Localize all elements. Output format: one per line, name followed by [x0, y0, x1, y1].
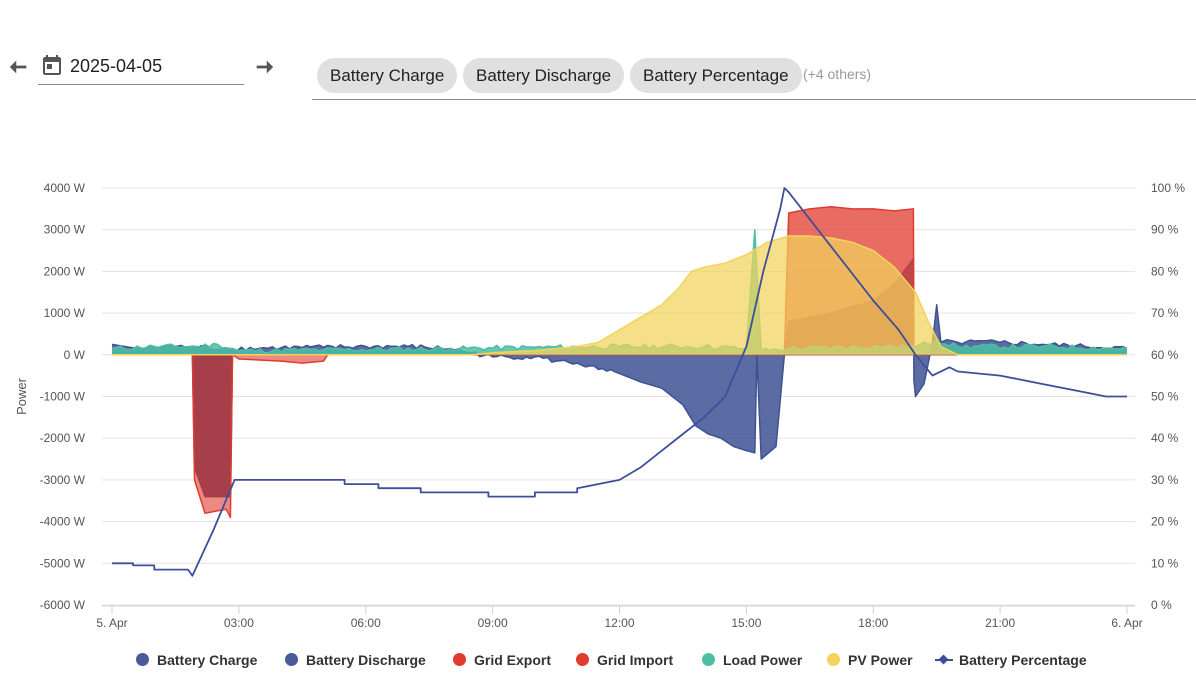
legend-swatch: [702, 653, 715, 666]
legend-label: Grid Import: [597, 652, 674, 668]
x-tick-label: 18:00: [858, 616, 888, 630]
legend-label: Battery Charge: [157, 652, 258, 668]
y-right-tick-label: 70 %: [1151, 306, 1179, 320]
battery-charge-line: [112, 354, 1127, 498]
y-left-tick-label: -2000 W: [40, 431, 86, 445]
series-selector[interactable]: Battery Charge Battery Discharge Battery…: [312, 56, 1196, 100]
x-tick-label: 09:00: [478, 616, 508, 630]
legend-grid-import[interactable]: Grid Import: [576, 652, 673, 672]
pv-power-area: [112, 236, 1127, 355]
calendar-icon: [43, 55, 61, 75]
x-tick-label: 12:00: [604, 616, 634, 630]
y-left-tick-label: -5000 W: [40, 556, 86, 570]
legend-pv-power[interactable]: PV Power: [827, 652, 913, 672]
y-left-tick-label: 4000 W: [44, 181, 86, 195]
y-right-tick-label: 10 %: [1151, 556, 1179, 570]
chip-battery-percentage[interactable]: Battery Percentage: [630, 58, 802, 93]
legend-label: Load Power: [723, 652, 803, 668]
legend-label: Grid Export: [474, 652, 552, 668]
legend-swatch: [827, 653, 840, 666]
y-right-tick-label: 60 %: [1151, 348, 1179, 362]
battery-discharge-line: [111, 258, 1128, 460]
power-chart: -6000 W -5000 W -4000 W -3000 W -2000 W -1000…: [14, 181, 1185, 630]
battery-charge-area: [112, 354, 1127, 497]
grid-import-line: [783, 206, 1127, 356]
chip-battery-charge[interactable]: Battery Charge: [317, 58, 458, 93]
legend-swatch: [576, 653, 589, 666]
legend-label: Battery Percentage: [959, 652, 1087, 668]
y-right-tick-label: 0 %: [1151, 598, 1172, 612]
legend-battery-percentage[interactable]: Battery Percentage: [935, 652, 1087, 672]
y-right-tick-label: 20 %: [1151, 515, 1179, 529]
x-tick-label: 03:00: [224, 616, 254, 630]
y-left-tick-label: 0 W: [64, 348, 86, 362]
legend-battery-charge[interactable]: Battery Charge: [136, 652, 257, 672]
y-left-tick-label: -6000 W: [40, 598, 86, 612]
date-field[interactable]: 2025-04-05: [38, 50, 244, 85]
x-tick-label: 21:00: [985, 616, 1015, 630]
y-left-tick-label: 3000 W: [44, 223, 86, 237]
prev-day-arrow-icon[interactable]: [8, 56, 30, 78]
legend: Battery Charge Battery Discharge Grid Ex…: [0, 648, 1196, 676]
y-left-axis-title: Power: [14, 377, 29, 415]
legend-load-power[interactable]: Load Power: [702, 652, 802, 672]
next-day-arrow-icon[interactable]: [253, 56, 275, 78]
battery-percentage-line: [112, 187, 1127, 577]
y-left-tick-label: 2000 W: [44, 264, 86, 278]
y-right-tick-label: 90 %: [1151, 223, 1179, 237]
x-tick-label: 6. Apr: [1111, 616, 1142, 630]
y-right-tick-label: 30 %: [1151, 473, 1179, 487]
y-right-tick-label: 100 %: [1151, 181, 1185, 195]
legend-grid-export[interactable]: Grid Export: [453, 652, 551, 672]
legend-label: Battery Discharge: [306, 652, 426, 668]
y-right-tick-label: 50 %: [1151, 390, 1179, 404]
legend-swatch: [136, 653, 149, 666]
y-left-tick-label: -4000 W: [40, 515, 86, 529]
y-left-tick-label: -1000 W: [40, 390, 86, 404]
chip-battery-discharge[interactable]: Battery Discharge: [463, 58, 625, 93]
y-left-tick-label: -3000 W: [40, 473, 86, 487]
date-value: 2025-04-05: [70, 56, 163, 76]
legend-label: PV Power: [848, 652, 913, 668]
x-tick-label: 06:00: [351, 616, 381, 630]
legend-swatch: [285, 653, 298, 666]
y-right-tick-label: 80 %: [1151, 264, 1179, 278]
toolbar: 2025-04-05 Battery Charge Battery Discha…: [0, 0, 1196, 110]
legend-swatch: [453, 653, 466, 666]
legend-battery-discharge[interactable]: Battery Discharge: [285, 652, 426, 672]
grid-export-line: [191, 354, 1127, 519]
y-left-tick-label: 1000 W: [44, 306, 86, 320]
x-tick-label: 15:00: [731, 616, 761, 630]
more-series-label: (+4 others): [803, 66, 872, 82]
x-tick-label: 5. Apr: [96, 616, 127, 630]
legend-swatch: [935, 654, 953, 666]
y-right-tick-label: 40 %: [1151, 431, 1179, 445]
pv-power-line: [112, 235, 1127, 356]
